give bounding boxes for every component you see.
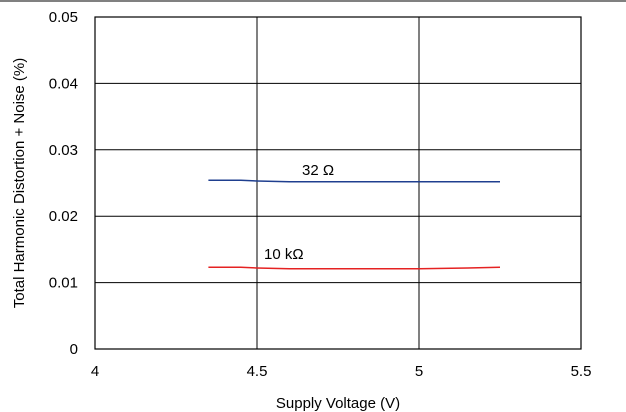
series-label-32-ohm: 32 Ω xyxy=(302,162,334,179)
series-line-0 xyxy=(208,179,500,183)
y-tick-label: 0 xyxy=(70,341,78,358)
grid-lines xyxy=(95,17,581,349)
x-axis-label: Supply Voltage (V) xyxy=(276,395,400,412)
y-axis-label: Total Harmonic Distortion + Noise (%) xyxy=(11,58,28,309)
plot-area-frame xyxy=(94,16,582,350)
series-label-10-kohm: 10 kΩ xyxy=(264,246,304,263)
y-tick-label: 0.03 xyxy=(49,142,78,159)
x-tick-label: 4.5 xyxy=(247,363,268,380)
y-tick-label: 0.05 xyxy=(49,9,78,26)
x-tick-labels: 4 4.5 5 5.5 xyxy=(91,363,592,380)
y-tick-label: 0.04 xyxy=(49,75,78,92)
y-tick-label: 0.02 xyxy=(49,208,78,225)
y-tick-labels: 0 0.01 0.02 0.03 0.04 0.05 xyxy=(49,9,78,358)
y-tick-label: 0.01 xyxy=(49,275,78,292)
series-line-1 xyxy=(208,266,501,270)
series-lines xyxy=(208,179,501,270)
x-tick-label: 4 xyxy=(91,363,99,380)
x-tick-label: 5.5 xyxy=(571,363,592,380)
x-tick-label: 5 xyxy=(415,363,423,380)
